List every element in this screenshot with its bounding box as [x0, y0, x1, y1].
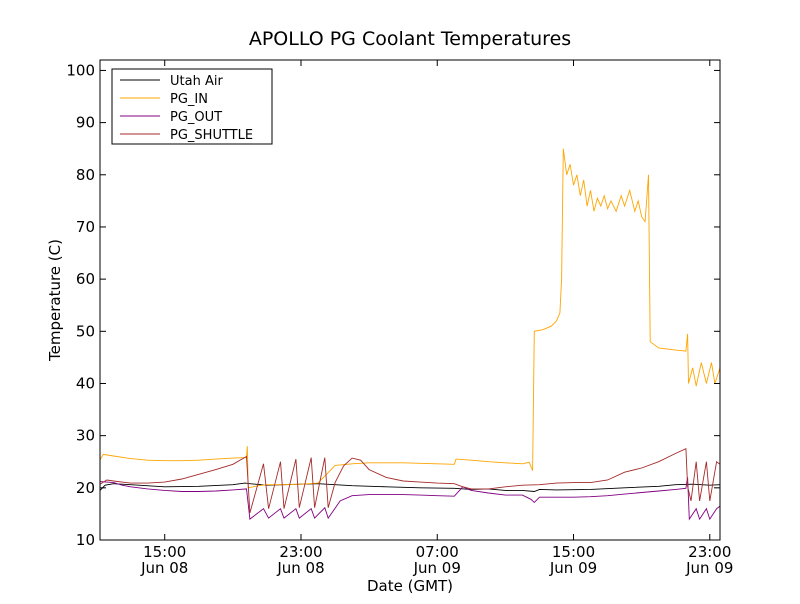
x-tick-label-time: 23:00	[279, 543, 322, 561]
legend-label: PG_SHUTTLE	[170, 128, 253, 143]
x-tick-label-date: Jun 09	[413, 559, 461, 577]
y-tick-label: 90	[76, 114, 95, 132]
series-line-pg-out	[99, 477, 721, 521]
x-tick-label-date: Jun 09	[685, 559, 733, 577]
y-tick-label: 50	[76, 322, 95, 340]
series-line-utah-air	[99, 482, 721, 492]
y-tick-label: 100	[66, 61, 95, 79]
series-line-pg-shuttle	[99, 448, 721, 514]
y-tick-label: 70	[76, 218, 95, 236]
y-axis-label: Temperature (C)	[46, 239, 64, 362]
y-tick-label: 10	[76, 531, 95, 549]
x-tick-label-time: 15:00	[552, 543, 595, 561]
x-tick-label-time: 07:00	[416, 543, 459, 561]
y-tick-label: 80	[76, 166, 95, 184]
chart-title: APOLLO PG Coolant Temperatures	[249, 28, 571, 50]
x-tick-label-time: 23:00	[688, 543, 731, 561]
x-axis-label: Date (GMT)	[367, 577, 453, 595]
plot-frame	[99, 59, 721, 541]
legend-label: PG_OUT	[170, 110, 222, 125]
x-tick-label-date: Jun 08	[140, 559, 188, 577]
y-tick-label: 40	[76, 374, 95, 392]
y-tick-label: 60	[76, 270, 95, 288]
x-tick-label-date: Jun 09	[549, 559, 597, 577]
series-line-pg-in	[99, 148, 721, 489]
legend-label: Utah Air	[170, 74, 223, 89]
x-tick-label-time: 15:00	[143, 543, 186, 561]
legend-box	[111, 68, 273, 145]
y-tick-label: 30	[76, 427, 95, 445]
series-layer	[99, 148, 721, 521]
x-tick-label-date: Jun 08	[276, 559, 324, 577]
legend: Utah Air PG_IN PG_OUT PG_SHUTTLE	[111, 68, 273, 145]
y-tick-label: 20	[76, 479, 95, 497]
legend-label: PG_IN	[170, 92, 208, 107]
